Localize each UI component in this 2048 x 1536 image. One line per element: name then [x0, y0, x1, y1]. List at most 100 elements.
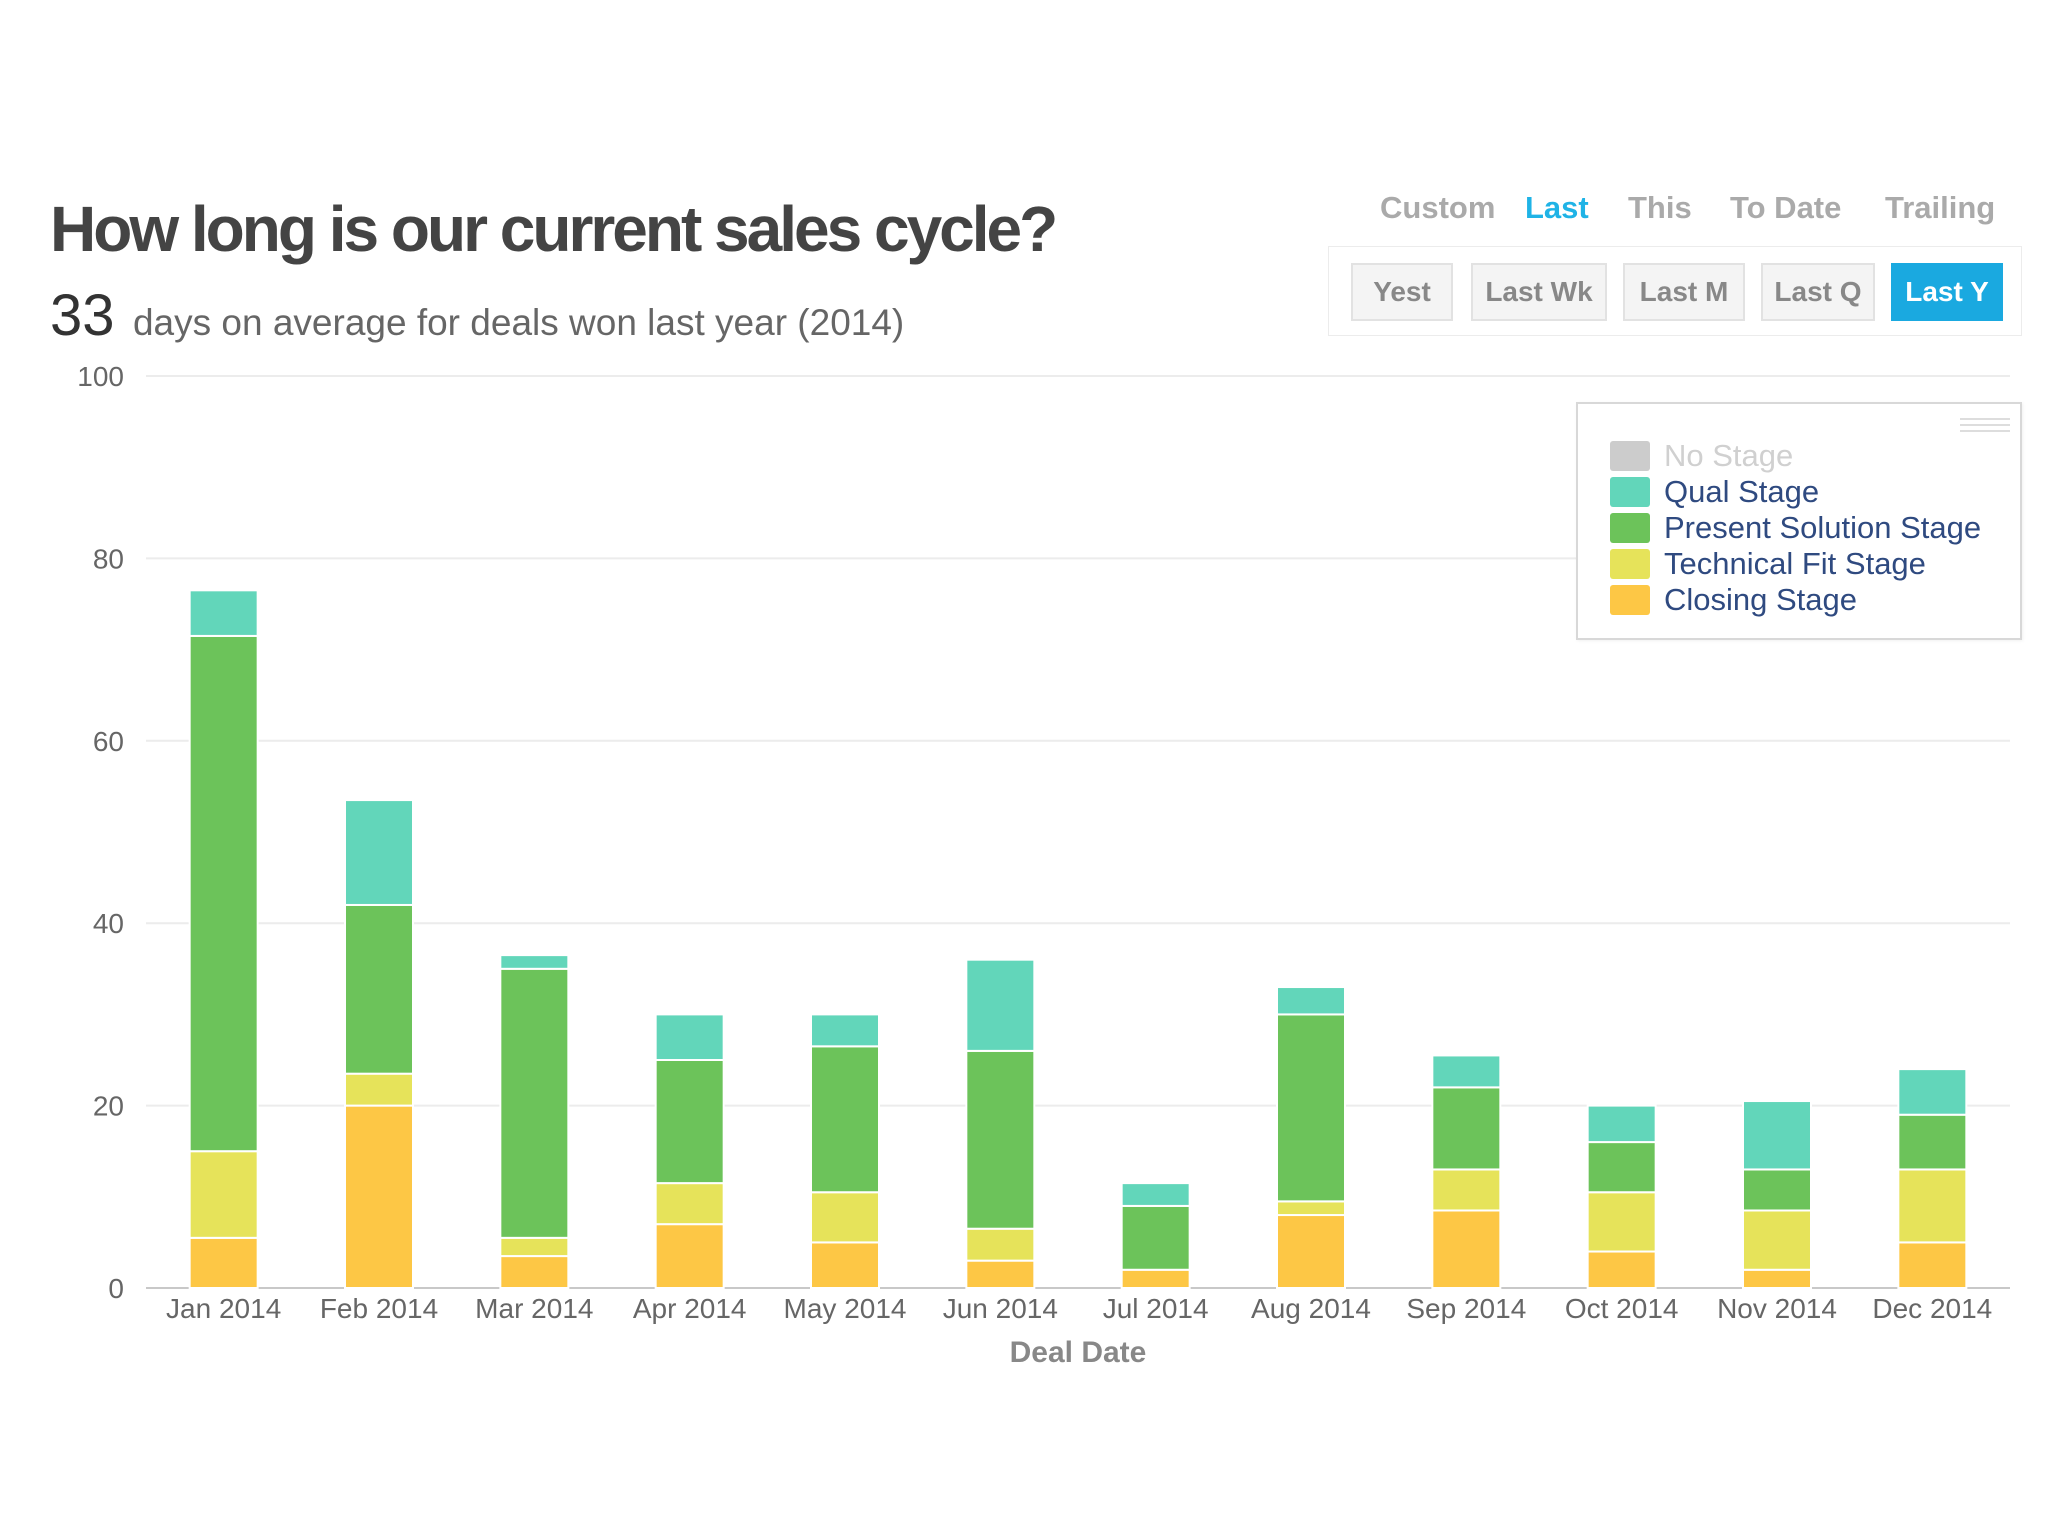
y-tick-label: 60 — [93, 726, 124, 757]
x-tick-label: Dec 2014 — [1872, 1293, 1992, 1324]
y-tick-label: 100 — [77, 361, 124, 392]
bar-closing-stage-dec-2014[interactable] — [1897, 1241, 1968, 1290]
chart-legend: No Stage Qual Stage Present Solution Sta… — [1576, 402, 2022, 640]
x-tick-label: Oct 2014 — [1565, 1293, 1679, 1324]
x-tick-label: Nov 2014 — [1717, 1293, 1837, 1324]
bar-technical-fit-stage-sep-2014[interactable] — [1431, 1168, 1502, 1212]
bar-qual-stage-jul-2014[interactable] — [1120, 1182, 1191, 1207]
y-tick-label: 80 — [93, 543, 124, 574]
bar-present-solution-stage-feb-2014[interactable] — [344, 903, 414, 1075]
period-yest-button[interactable]: Yest — [1351, 263, 1453, 321]
axis-labels: 0 20 40 60 80 100 Jan 2014 Feb 2014 Mar 2014 Apr … — [77, 361, 1992, 1369]
period-last-quarter-button[interactable]: Last Q — [1761, 263, 1875, 321]
legend-swatch — [1610, 549, 1650, 579]
period-last-month-button[interactable]: Last M — [1623, 263, 1745, 321]
bar-present-solution-stage-dec-2014[interactable] — [1897, 1113, 1968, 1171]
legend-label: No Stage — [1664, 438, 1794, 473]
bar-qual-stage-dec-2014[interactable] — [1897, 1068, 1968, 1116]
bar-technical-fit-stage-jan-2014[interactable] — [188, 1150, 259, 1239]
period-selector: Yest Last Wk Last M Last Q Last Y — [1328, 246, 2022, 336]
bar-technical-fit-stage-mar-2014[interactable] — [499, 1236, 570, 1258]
bar-qual-stage-feb-2014[interactable] — [344, 799, 414, 906]
legend-label: Technical Fit Stage — [1664, 546, 1926, 581]
bar-technical-fit-stage-oct-2014[interactable] — [1586, 1191, 1657, 1253]
legend-item-closing-stage[interactable]: Closing Stage — [1610, 582, 1857, 618]
bar-technical-fit-stage-aug-2014[interactable] — [1276, 1200, 1346, 1217]
bar-closing-stage-jul-2014[interactable] — [1120, 1268, 1191, 1290]
kpi-summary: 33 days on average for deals won last ye… — [50, 282, 904, 349]
bar-present-solution-stage-oct-2014[interactable] — [1586, 1141, 1657, 1194]
bar-present-solution-stage-jan-2014[interactable] — [188, 634, 259, 1153]
legend-item-qual-stage[interactable]: Qual Stage — [1610, 474, 1819, 510]
tab-this[interactable]: This — [1628, 190, 1692, 225]
bar-present-solution-stage-aug-2014[interactable] — [1276, 1013, 1346, 1203]
bar-closing-stage-feb-2014[interactable] — [344, 1104, 414, 1289]
bar-technical-fit-stage-jun-2014[interactable] — [965, 1227, 1036, 1262]
mode-tabs: Custom Last This To Date Trailing — [1380, 190, 2020, 240]
x-axis-title: Deal Date — [1010, 1336, 1147, 1369]
legend-item-no-stage[interactable]: No Stage — [1610, 438, 1793, 474]
page-title: How long is our current sales cycle? — [50, 193, 1058, 265]
tab-custom[interactable]: Custom — [1380, 190, 1496, 225]
bar-qual-stage-jun-2014[interactable] — [965, 958, 1036, 1052]
tab-to-date[interactable]: To Date — [1730, 190, 1842, 225]
bar-qual-stage-oct-2014[interactable] — [1586, 1104, 1657, 1144]
legend-label: Present Solution Stage — [1664, 510, 1982, 545]
bar-technical-fit-stage-dec-2014[interactable] — [1897, 1168, 1968, 1244]
bar-present-solution-stage-nov-2014[interactable] — [1742, 1168, 1812, 1212]
bar-closing-stage-sep-2014[interactable] — [1431, 1209, 1502, 1289]
legend-label: Qual Stage — [1664, 474, 1820, 509]
legend-swatch — [1610, 513, 1650, 543]
bar-present-solution-stage-sep-2014[interactable] — [1431, 1086, 1502, 1171]
legend-item-present-solution-stage[interactable]: Present Solution Stage — [1610, 510, 1981, 546]
x-tick-label: Jun 2014 — [943, 1293, 1058, 1324]
bar-present-solution-stage-jun-2014[interactable] — [965, 1049, 1036, 1230]
bar-technical-fit-stage-apr-2014[interactable] — [654, 1182, 725, 1226]
bar-qual-stage-mar-2014[interactable] — [499, 954, 570, 970]
x-tick-label: Aug 2014 — [1251, 1293, 1371, 1324]
legend-drag-handle-icon[interactable] — [1960, 418, 2010, 432]
bar-closing-stage-mar-2014[interactable] — [499, 1255, 570, 1289]
bar-present-solution-stage-mar-2014[interactable] — [499, 967, 570, 1239]
bar-present-solution-stage-jul-2014[interactable] — [1120, 1204, 1191, 1271]
legend-swatch — [1610, 477, 1650, 507]
x-tick-label: Jan 2014 — [166, 1293, 281, 1324]
legend-item-technical-fit-stage[interactable]: Technical Fit Stage — [1610, 546, 1926, 582]
bar-qual-stage-sep-2014[interactable] — [1431, 1054, 1502, 1089]
bar-technical-fit-stage-feb-2014[interactable] — [344, 1072, 414, 1107]
bar-qual-stage-apr-2014[interactable] — [654, 1013, 725, 1062]
legend-swatch — [1610, 585, 1650, 615]
y-tick-label: 20 — [93, 1091, 124, 1122]
bar-qual-stage-jan-2014[interactable] — [188, 589, 259, 637]
bar-technical-fit-stage-nov-2014[interactable] — [1742, 1209, 1812, 1271]
bar-qual-stage-may-2014[interactable] — [810, 1013, 880, 1048]
x-tick-label: Jul 2014 — [1103, 1293, 1209, 1324]
period-last-week-button[interactable]: Last Wk — [1471, 263, 1607, 321]
x-tick-label: Apr 2014 — [633, 1293, 747, 1324]
bar-closing-stage-aug-2014[interactable] — [1276, 1214, 1346, 1290]
period-last-year-button[interactable]: Last Y — [1891, 263, 2003, 321]
bar-qual-stage-aug-2014[interactable] — [1276, 986, 1346, 1016]
bar-technical-fit-stage-may-2014[interactable] — [810, 1191, 880, 1244]
bar-closing-stage-may-2014[interactable] — [810, 1241, 880, 1290]
kpi-text: days on average for deals won last year … — [132, 302, 905, 343]
bar-closing-stage-apr-2014[interactable] — [654, 1223, 725, 1290]
bar-closing-stage-jan-2014[interactable] — [188, 1236, 259, 1289]
y-tick-label: 40 — [93, 908, 124, 939]
x-tick-label: Sep 2014 — [1406, 1293, 1526, 1324]
tab-trailing[interactable]: Trailing — [1885, 190, 1996, 225]
bar-closing-stage-nov-2014[interactable] — [1742, 1268, 1812, 1290]
bar-closing-stage-oct-2014[interactable] — [1586, 1250, 1657, 1290]
bar-present-solution-stage-apr-2014[interactable] — [654, 1059, 725, 1185]
legend-swatch — [1610, 441, 1650, 471]
bar-closing-stage-jun-2014[interactable] — [965, 1259, 1036, 1290]
x-tick-label: Feb 2014 — [320, 1293, 438, 1324]
x-tick-label: Mar 2014 — [475, 1293, 593, 1324]
bar-series — [188, 589, 1968, 1290]
x-tick-label: May 2014 — [784, 1293, 907, 1324]
y-tick-label: 0 — [108, 1273, 124, 1304]
bar-present-solution-stage-may-2014[interactable] — [810, 1045, 880, 1194]
bar-qual-stage-nov-2014[interactable] — [1742, 1100, 1812, 1171]
tab-last[interactable]: Last — [1525, 190, 1589, 225]
